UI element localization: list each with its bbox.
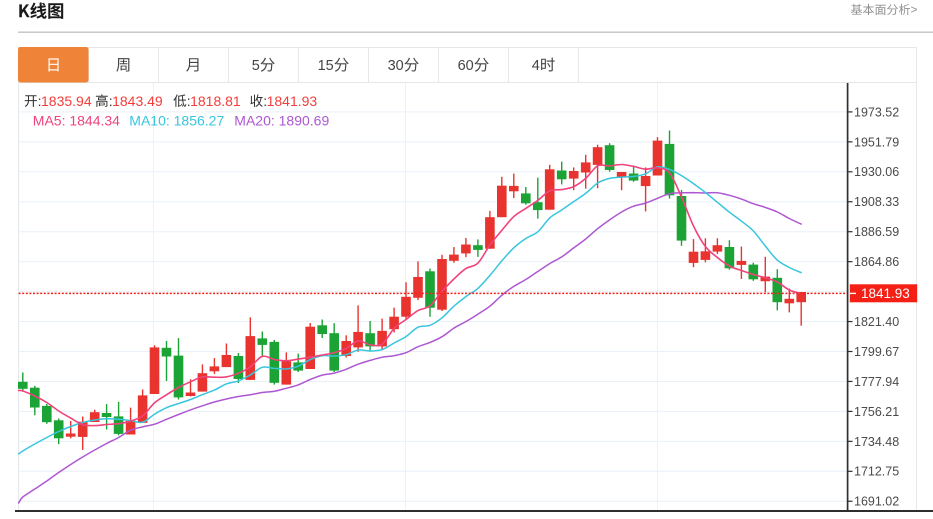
- svg-text:1973.52: 1973.52: [854, 105, 899, 119]
- svg-text:1951.79: 1951.79: [854, 135, 899, 149]
- svg-text:MA5: 1844.34: MA5: 1844.34: [33, 113, 120, 129]
- svg-text:MA20: 1890.69: MA20: 1890.69: [234, 113, 329, 129]
- svg-text::: :: [263, 93, 267, 109]
- svg-text:15: 15: [318, 58, 334, 74]
- svg-text:1777.94: 1777.94: [854, 375, 899, 389]
- svg-text:>: >: [911, 3, 918, 17]
- svg-text:1841.93: 1841.93: [267, 93, 318, 109]
- svg-text:1886.59: 1886.59: [854, 225, 899, 239]
- svg-text:1835.94: 1835.94: [41, 93, 92, 109]
- svg-text:60: 60: [458, 58, 474, 74]
- svg-text:4: 4: [532, 58, 540, 74]
- svg-text:30: 30: [388, 58, 404, 74]
- svg-text:5: 5: [252, 58, 260, 74]
- svg-text:1756.21: 1756.21: [854, 405, 899, 419]
- svg-text:1734.48: 1734.48: [854, 435, 899, 449]
- svg-text:MA10: 1856.27: MA10: 1856.27: [129, 113, 224, 129]
- svg-text:1799.67: 1799.67: [854, 345, 899, 359]
- svg-text:1864.86: 1864.86: [854, 255, 899, 269]
- svg-text:1818.81: 1818.81: [190, 93, 241, 109]
- svg-text:1843.49: 1843.49: [112, 93, 163, 109]
- svg-text::: :: [109, 93, 113, 109]
- svg-text:1930.06: 1930.06: [854, 165, 899, 179]
- svg-text:1712.75: 1712.75: [854, 465, 899, 479]
- svg-text:1821.40: 1821.40: [854, 315, 899, 329]
- svg-text:1691.02: 1691.02: [854, 495, 899, 509]
- svg-text::: :: [187, 93, 191, 109]
- svg-text:1908.33: 1908.33: [854, 195, 899, 209]
- svg-text:1841.93: 1841.93: [861, 286, 910, 301]
- svg-text::: :: [38, 93, 42, 109]
